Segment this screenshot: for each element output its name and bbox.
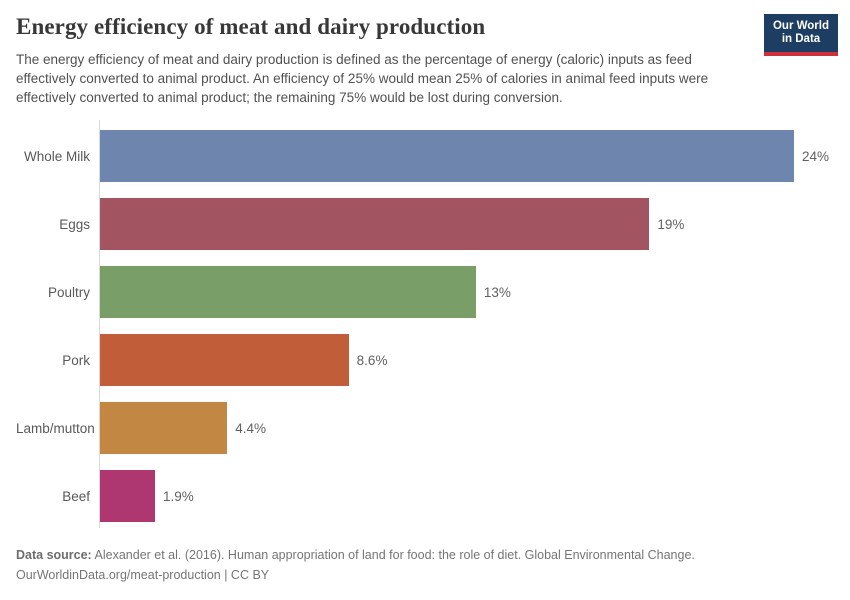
category-label: Poultry [47, 284, 90, 300]
data-source-text: Alexander et al. (2016). Human appropria… [91, 548, 695, 562]
value-label: 19% [657, 216, 685, 232]
bar-whole-milk[interactable] [100, 130, 794, 182]
bar-row: Eggs 19% [16, 190, 834, 258]
bar-track: 19% [100, 190, 834, 258]
bar-row: Poultry 13% [16, 258, 834, 326]
chart-subtitle: The energy efficiency of meat and dairy … [16, 52, 709, 105]
y-axis-line [99, 120, 100, 528]
bar-pork[interactable] [100, 334, 349, 386]
owid-url-link[interactable]: OurWorldinData.org/meat-production [16, 568, 221, 582]
data-source-label: Data source: [16, 548, 92, 562]
value-label: 13% [483, 284, 511, 300]
bar-poultry[interactable] [100, 266, 476, 318]
category-label: Beef [62, 488, 90, 504]
bar-row: Lamb/mutton 4.4% [16, 394, 834, 462]
category-label: Eggs [59, 216, 90, 232]
data-source-line: Data source: Alexander et al. (2016). Hu… [16, 545, 834, 565]
bar-beef[interactable] [100, 470, 155, 522]
bar-rows: Whole Milk 24% Eggs 19% Poultry 13% Pork 8.6% La… [16, 122, 834, 530]
bar-lamb-mutton[interactable] [100, 402, 228, 454]
bar-track: 13% [100, 258, 834, 326]
attribution-line: OurWorldinData.org/meat-production | CC … [16, 565, 834, 585]
bar-row: Whole Milk 24% [16, 122, 834, 190]
chart-footer: Data source: Alexander et al. (2016). Hu… [16, 545, 834, 585]
category-label: Pork [62, 352, 90, 368]
value-label: 1.9% [162, 488, 194, 504]
value-label: 24% [802, 148, 830, 164]
category-label: Whole Milk [23, 148, 90, 164]
bar-row: Beef 1.9% [16, 462, 834, 530]
category-label: Lamb/mutton [16, 420, 95, 436]
bar-track: 24% [100, 122, 834, 190]
bar-chart: Whole Milk 24% Eggs 19% Poultry 13% Pork 8.6% La… [16, 120, 834, 528]
owid-logo-line1: Our World [772, 19, 829, 32]
bar-track: 1.9% [100, 462, 834, 530]
chart-header: Energy efficiency of meat and dairy prod… [16, 14, 838, 107]
bar-track: 4.4% [100, 394, 834, 462]
owid-logo[interactable]: Our World in Data [764, 14, 838, 56]
bar-eggs[interactable] [100, 198, 650, 250]
owid-logo-line2: in Data [781, 33, 821, 45]
bar-row: Pork 8.6% [16, 326, 834, 394]
page-title: Energy efficiency of meat and dairy prod… [16, 14, 486, 39]
value-label: 4.4% [235, 420, 266, 436]
license-text: | CC BY [220, 568, 270, 582]
bar-track: 8.6% [100, 326, 834, 394]
value-label: 8.6% [356, 352, 388, 368]
